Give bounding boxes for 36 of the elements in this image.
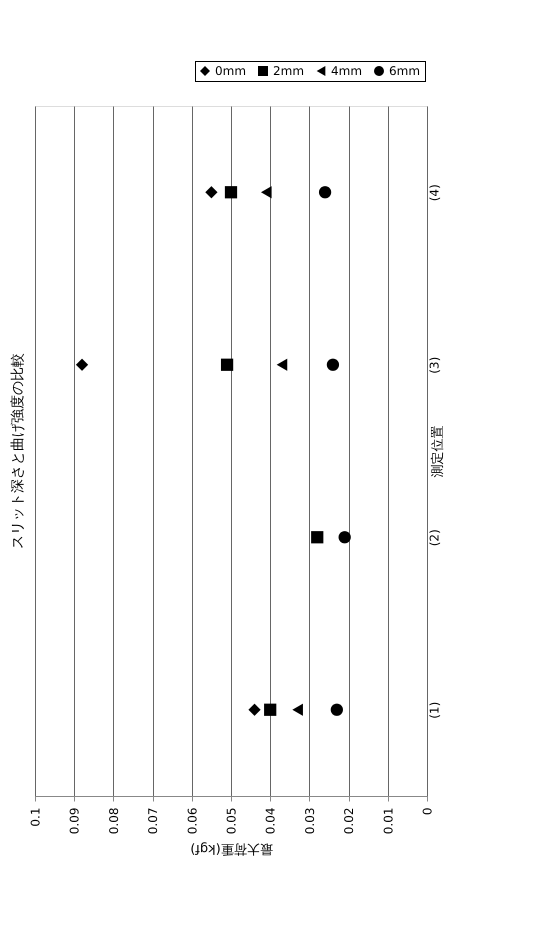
x-tick-label: 0.06 <box>185 808 200 834</box>
point <box>220 358 234 371</box>
point <box>330 704 343 716</box>
y-tick-label: (1) <box>428 702 442 719</box>
y-tick-label: (4) <box>428 184 442 202</box>
point <box>326 358 340 371</box>
y-tick-label: (2) <box>428 529 442 546</box>
point <box>338 531 351 544</box>
y-tick-label: (3) <box>428 356 442 374</box>
x-tick-label: 0 <box>420 808 434 816</box>
y-axis-title: 測定位置 <box>430 426 446 478</box>
point <box>248 704 261 716</box>
point <box>224 186 238 198</box>
x-tick-label: 0.04 <box>264 808 278 834</box>
x-tick-label: 0.01 <box>381 808 396 834</box>
point <box>264 704 276 716</box>
point <box>260 186 272 198</box>
x-tick-label: 0.1 <box>28 808 42 827</box>
x-tick-label: 0.05 <box>224 808 238 834</box>
x-tick-label: 0.02 <box>342 808 356 834</box>
x-axis-title: 最大荷重(kgf) <box>190 841 273 856</box>
legend-label: 6mm <box>389 64 420 78</box>
point <box>276 358 288 371</box>
x-tick-label: 0.08 <box>106 808 121 834</box>
text: スリット深さと曲げ強度の比較 <box>10 353 26 549</box>
point <box>292 704 303 716</box>
point <box>205 186 218 198</box>
x-tick-label: 0.07 <box>146 808 160 834</box>
point <box>311 531 324 544</box>
legend-label: 2mm <box>273 64 304 78</box>
point <box>318 186 332 198</box>
x-tick-label: 0.03 <box>302 808 317 834</box>
x-tick-label: 0.09 <box>68 808 82 834</box>
legend-label: 0mm <box>215 64 246 78</box>
point <box>76 358 88 371</box>
legend-label: 4mm <box>331 64 362 78</box>
